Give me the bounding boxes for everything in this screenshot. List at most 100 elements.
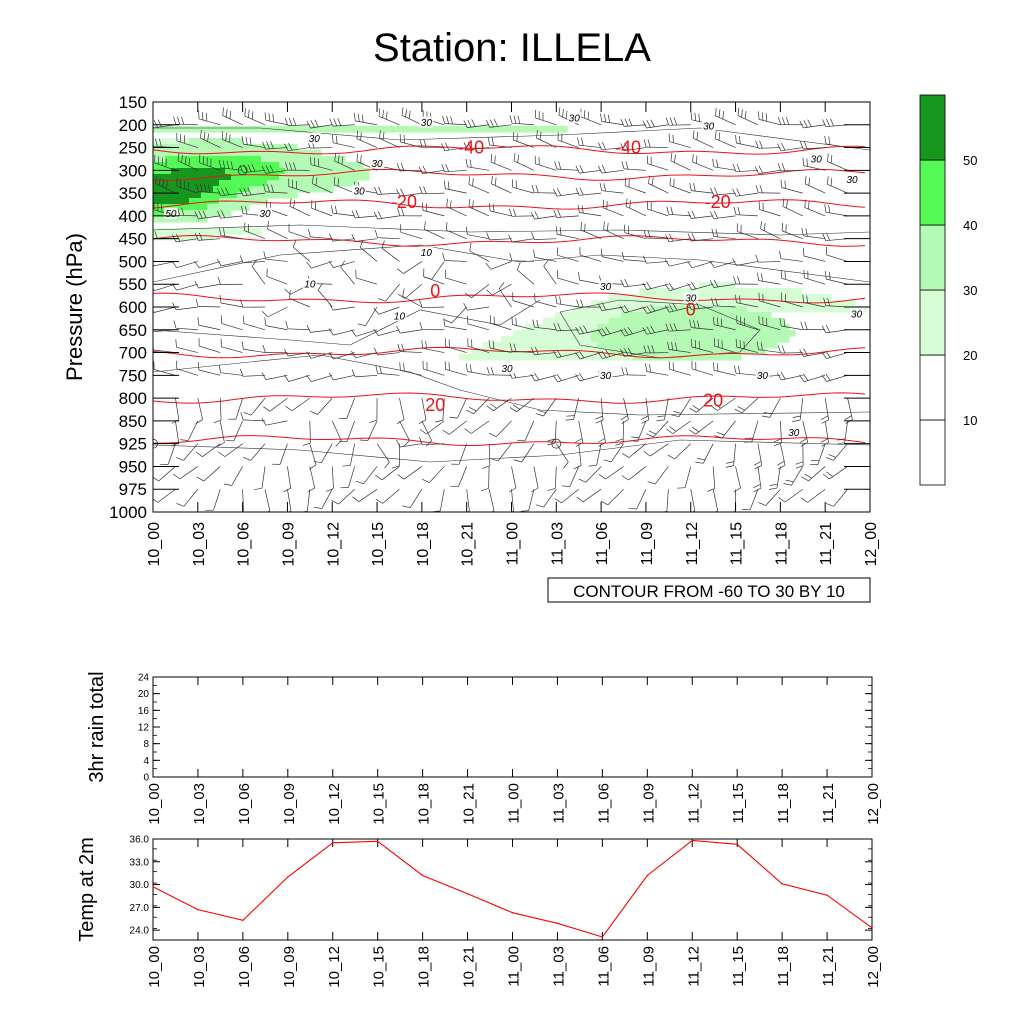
wind-barb-flag [535, 413, 544, 417]
wind-barb [445, 368, 467, 376]
wind-barb-flag [799, 120, 804, 129]
wind-barb [220, 372, 243, 376]
wind-barb-flag [781, 142, 786, 151]
wind-barb-flag [784, 180, 786, 189]
wind-barb-flag [561, 485, 570, 487]
contour-label: 20 [425, 395, 445, 415]
speed-label: 30 [600, 282, 612, 293]
y-tick-label: 30.0 [130, 880, 150, 891]
speed-cell [153, 186, 214, 193]
speed-cell [153, 144, 298, 151]
wind-barb-flag [314, 157, 316, 166]
wind-barb [578, 443, 582, 466]
wind-barb-flag [207, 133, 209, 142]
speed-label: 30 [309, 134, 321, 145]
wind-barb-flag [557, 323, 562, 331]
wind-barb-flag [399, 362, 401, 371]
wind-barb-flag [741, 109, 743, 118]
wind-barb-flag [351, 234, 356, 242]
wind-barb-flag [830, 155, 833, 164]
wind-barb [289, 205, 310, 217]
wind-barb [175, 306, 198, 311]
wind-barb [556, 192, 579, 197]
wind-barb [175, 238, 198, 243]
wind-barb-flag [547, 488, 556, 491]
wind-barb-flag [646, 305, 652, 313]
wind-barb [154, 369, 176, 376]
wind-barb-flag [759, 140, 763, 149]
wind-barb-flag [668, 282, 674, 290]
wind-barb [242, 489, 244, 512]
wind-barb-flag [534, 293, 536, 302]
wind-barb-flag [328, 352, 334, 360]
wind-barb-flag [558, 107, 561, 116]
wind-barb-flag [597, 351, 603, 359]
y-tick-label: 24.0 [130, 926, 150, 937]
data-point [197, 908, 199, 911]
wind-barb [382, 488, 400, 504]
wind-barb-flag [402, 505, 411, 509]
wind-barb-flag [844, 415, 852, 421]
y-tick-label: 550 [119, 275, 147, 294]
wind-barb-flag [517, 115, 521, 124]
speed-cell [651, 306, 748, 313]
x-tick-label: 11_09 [640, 946, 657, 987]
wind-barb-flag [643, 451, 651, 457]
wind-barb-flag [761, 415, 770, 418]
wind-barb-flag [646, 281, 652, 289]
speed-label: 30 [569, 113, 581, 124]
wind-barb [669, 185, 691, 194]
wind-barb-flag [421, 340, 424, 349]
wind-barb [422, 192, 445, 195]
y-tick-label: 4 [143, 756, 149, 767]
isotach-line [153, 354, 870, 416]
wind-barb-flag [377, 298, 386, 302]
wind-barb [458, 443, 468, 465]
wind-barb-flag [220, 187, 226, 196]
wind-barb-flag [713, 279, 719, 288]
wind-barb-flag [628, 118, 633, 126]
x-tick-label: 11_18 [773, 522, 790, 565]
wind-barb-flag [827, 298, 830, 306]
speed-label: 10 [394, 312, 406, 323]
speed-cell [285, 168, 370, 175]
wind-barb-flag [825, 457, 834, 461]
x-tick-label: 11_00 [505, 522, 522, 565]
wind-barb [446, 229, 467, 239]
x-tick-label: 11_03 [550, 783, 567, 824]
wind-barb [524, 420, 535, 442]
wind-barb-flag [732, 258, 737, 266]
wind-barb-flag [642, 120, 647, 129]
wind-barb-flag [720, 318, 723, 327]
wind-barb [154, 306, 176, 313]
wind-barb [490, 161, 512, 171]
wind-barb-flag [517, 154, 520, 163]
wind-barb-flag [425, 341, 427, 350]
wind-barb-flag [773, 442, 782, 447]
wind-barb-flag [403, 134, 405, 144]
wind-barb-flag [800, 497, 808, 503]
wind-barb [579, 279, 602, 285]
wind-barb-flag [261, 311, 269, 318]
temperature-series-line [152, 839, 873, 938]
wind-barb-flag [509, 407, 517, 413]
speed-cell [591, 300, 856, 307]
wind-barb-flag [249, 137, 252, 146]
wind-barb [445, 188, 467, 194]
wind-barb [431, 261, 445, 280]
wind-barb [601, 190, 624, 194]
wind-barb-flag [511, 316, 513, 325]
wind-barb [557, 254, 579, 262]
wind-barb [183, 489, 199, 507]
wind-barb [713, 166, 736, 171]
data-point [466, 892, 469, 895]
wind-barb [759, 209, 781, 217]
wind-barb-flag [777, 460, 785, 466]
wind-barb-flag [650, 119, 655, 127]
speed-cell [597, 342, 778, 349]
wind-barb [488, 489, 495, 511]
wind-barb-flag [669, 117, 674, 126]
y-tick-label: 8 [143, 739, 149, 750]
wind-barb [175, 398, 180, 420]
data-point [287, 876, 289, 878]
